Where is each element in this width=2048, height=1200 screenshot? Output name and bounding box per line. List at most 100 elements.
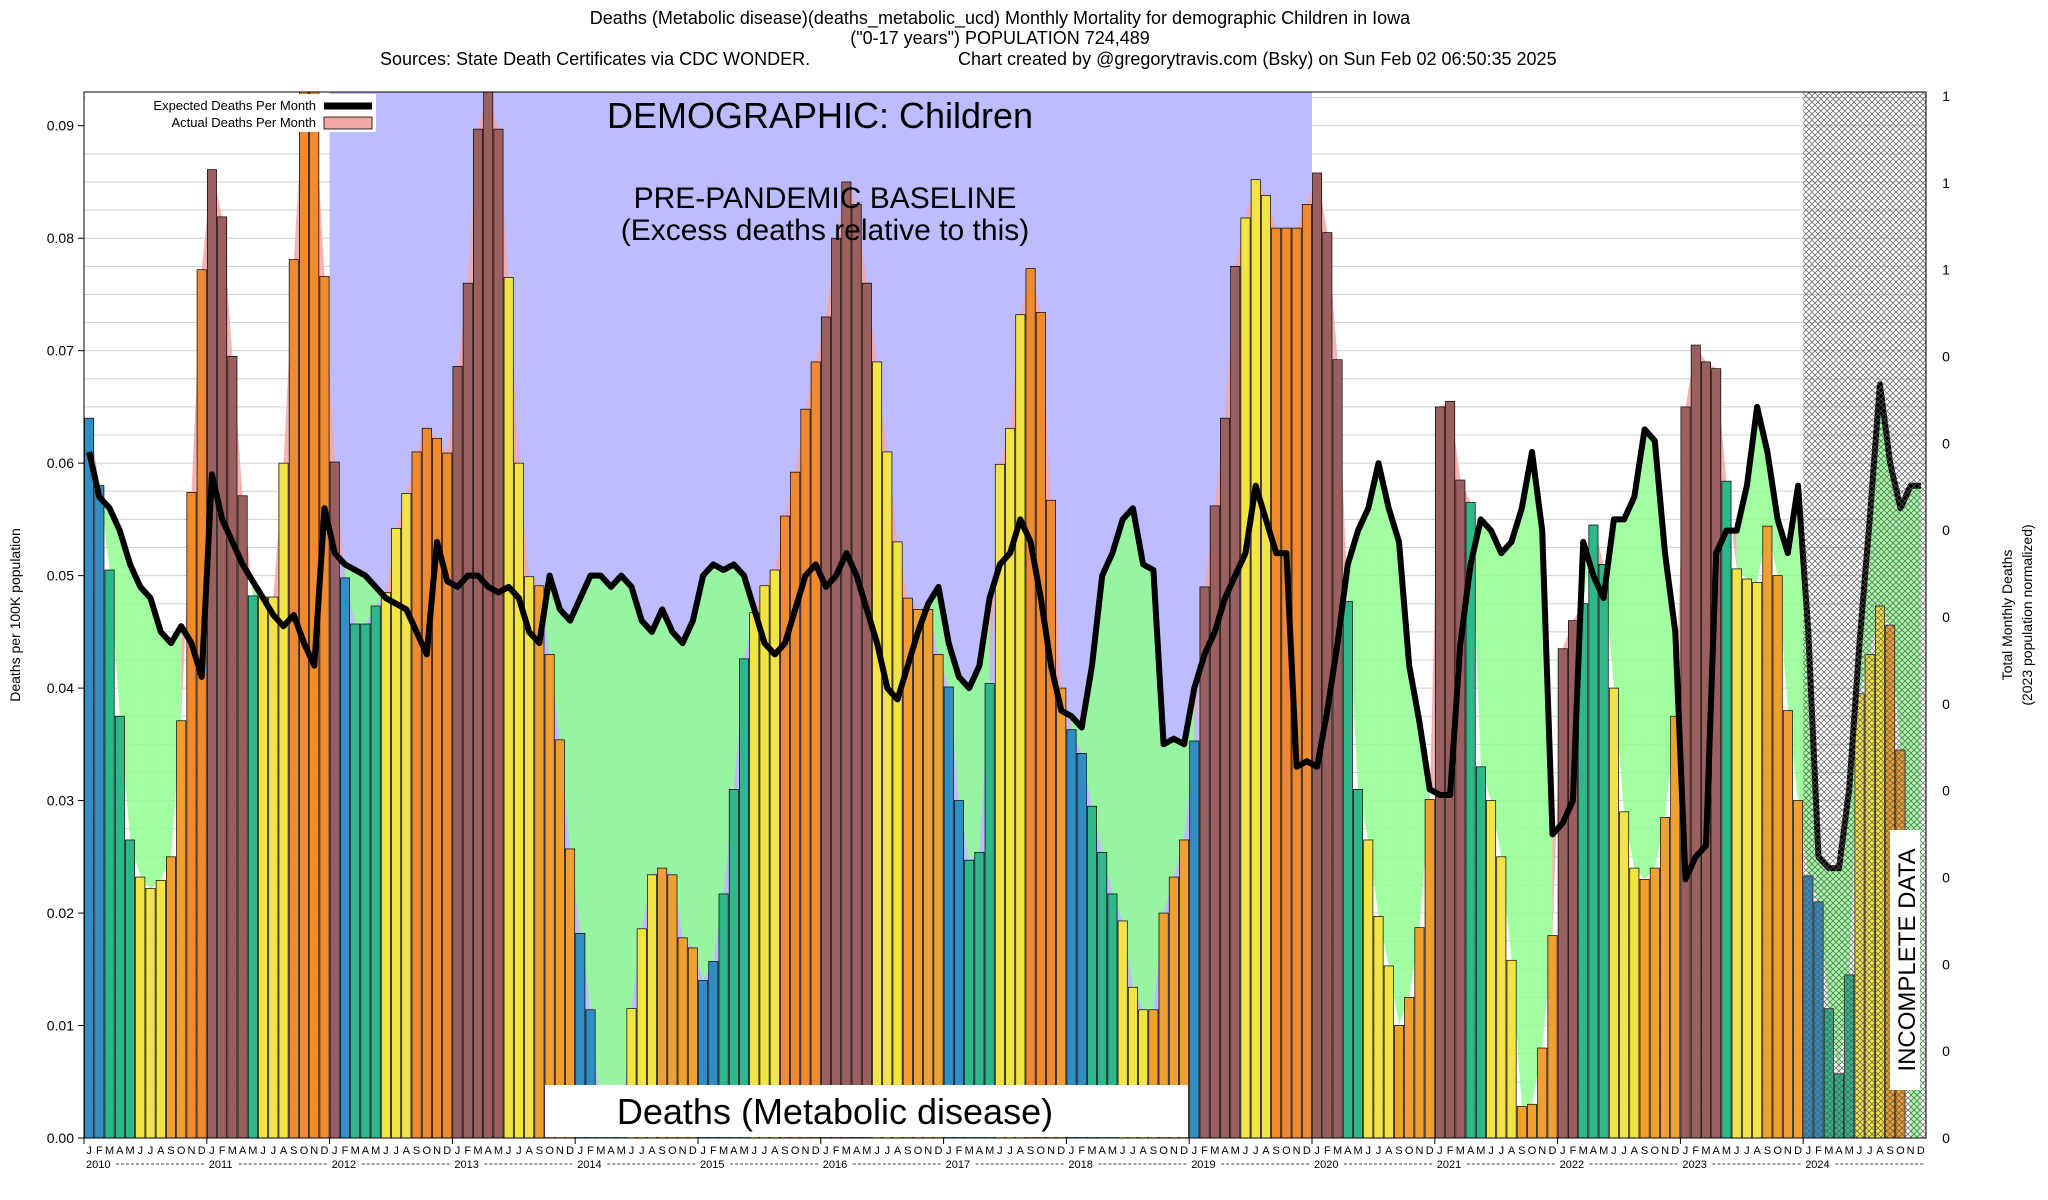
actual-bar (759, 585, 770, 1139)
excess-area-segment (733, 564, 745, 790)
y2-tick-label: 0 (1942, 783, 1950, 799)
year-tick-label: 2017 (946, 1159, 970, 1171)
month-tick-label: N (1293, 1145, 1301, 1157)
y-axis-ticks: 0.00 0.01 0.02 0.03 0.04 0.05 0.06 0.07 0.08 0.09 (47, 118, 84, 1146)
month-tick-label: M (248, 1145, 257, 1157)
year-tick-label: 2020 (1314, 1159, 1338, 1171)
expected-line-group (86, 381, 1921, 883)
month-tick-label: N (801, 1145, 809, 1157)
month-tick-label: S (1641, 1145, 1648, 1157)
month-tick-label: A (1221, 1145, 1229, 1157)
actual-bar (1496, 856, 1507, 1139)
actual-bar (94, 485, 105, 1139)
y-tick-label: 0.00 (47, 1130, 74, 1146)
actual-bar (1608, 687, 1619, 1139)
actual-bar (1782, 710, 1793, 1139)
month-tick-label: M (1701, 1145, 1710, 1157)
expected-line (86, 381, 1921, 883)
month-tick-label: F (587, 1145, 594, 1157)
actual-bar (360, 623, 371, 1139)
y2-axis-label-2: (2023 population normalized) (2019, 524, 2035, 705)
actual-bar (1076, 752, 1087, 1139)
excess-area-segment (559, 609, 571, 849)
year-tick-label: 2011 (209, 1159, 233, 1171)
actual-bar (339, 577, 350, 1139)
actual-bar (1332, 359, 1343, 1139)
excess-area-segment (1153, 570, 1164, 1010)
actual-bar (534, 585, 545, 1139)
y-tick-label: 0.08 (47, 230, 74, 246)
actual-bar (861, 282, 872, 1139)
actual-bar (984, 683, 995, 1139)
legend-actual-label: Actual Deaths Per Month (171, 115, 316, 130)
y2-tick-label: 0 (1942, 1043, 1950, 1059)
month-tick-label: A (1017, 1145, 1025, 1157)
actual-bar (1690, 344, 1701, 1139)
actual-bar (125, 839, 136, 1139)
year-tick-label: 2012 (332, 1159, 356, 1171)
excess-area-segment (181, 492, 192, 721)
actual-bar (1271, 227, 1282, 1139)
month-tick-label: A (280, 1145, 288, 1157)
actual-bar (452, 366, 463, 1139)
month-tick-label: J (1253, 1145, 1259, 1157)
month-tick-label: J (1243, 1145, 1249, 1157)
month-tick-label: A (1876, 1145, 1884, 1157)
actual-bar (1035, 312, 1046, 1139)
actual-bar (554, 739, 565, 1139)
excess-area-segment (1163, 738, 1174, 914)
actual-bar (544, 654, 555, 1139)
month-tick-label: A (1753, 1145, 1761, 1157)
actual-bar (1731, 568, 1742, 1139)
excess-area-segment (1501, 541, 1512, 961)
month-tick-label: M (985, 1145, 994, 1157)
y2-axis-ticks: 0 0 0 0 0 0 0 0 0 0 1 1 1 (1942, 88, 1950, 1146)
actual-bar (1015, 314, 1026, 1139)
month-tick-label: J (1806, 1145, 1812, 1157)
actual-bar (370, 605, 381, 1139)
month-tick-label: J (1734, 1145, 1740, 1157)
month-tick-label: D (1426, 1145, 1434, 1157)
month-tick-label: O (177, 1145, 186, 1157)
actual-bar (841, 181, 852, 1139)
actual-bar (831, 237, 842, 1139)
month-tick-label: J (639, 1145, 645, 1157)
month-tick-label: M (228, 1145, 237, 1157)
year-tick-label: 2015 (700, 1159, 724, 1171)
month-tick-label: J (629, 1145, 635, 1157)
month-tick-label: A (485, 1145, 493, 1157)
actual-bar (145, 887, 156, 1139)
month-tick-label: J (138, 1145, 144, 1157)
excess-area-segment (549, 575, 560, 740)
month-tick-label: M (1824, 1145, 1833, 1157)
month-tick-label: S (904, 1145, 911, 1157)
y2-tick-label: 1 (1942, 262, 1950, 278)
month-tick-label: J (1314, 1145, 1320, 1157)
actual-bar (872, 361, 883, 1139)
actual-bar (820, 316, 831, 1139)
actual-bar (421, 427, 432, 1139)
actual-bar (380, 592, 391, 1139)
excess-area-segment (1521, 451, 1533, 1107)
month-tick-label: J (1857, 1145, 1863, 1157)
actual-bar (1486, 800, 1497, 1139)
actual-bar (135, 876, 146, 1139)
actual-bar (411, 451, 422, 1139)
excess-area-segment (1184, 688, 1195, 840)
month-tick-label: A (1508, 1145, 1516, 1157)
month-tick-label: A (730, 1145, 738, 1157)
y2-tick-label: 1 (1942, 88, 1950, 104)
excess-area-segment (1388, 508, 1399, 1026)
month-tick-label: N (1170, 1145, 1178, 1157)
y-tick-label: 0.07 (47, 343, 74, 359)
actual-bar (1312, 172, 1323, 1139)
month-tick-label: D (566, 1145, 574, 1157)
month-tick-label: M (1333, 1145, 1342, 1157)
actual-bar (524, 576, 535, 1139)
month-tick-label: J (332, 1145, 338, 1157)
month-tick-label: J (1376, 1145, 1382, 1157)
month-tick-label: M (1845, 1145, 1854, 1157)
plot-frame (83, 91, 1927, 1139)
month-tick-label: D (443, 1145, 451, 1157)
month-tick-label: O (300, 1145, 309, 1157)
